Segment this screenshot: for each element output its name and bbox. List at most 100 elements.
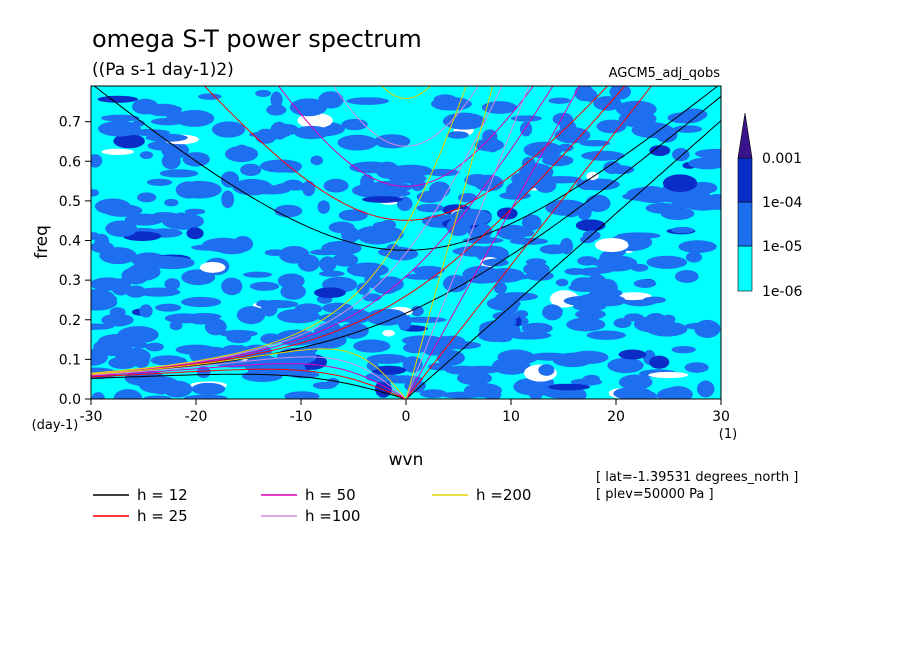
heatmap-cells	[91, 86, 721, 399]
heatmap-cell	[148, 255, 184, 269]
heatmap-cell	[609, 86, 632, 100]
heatmap-cell	[211, 121, 246, 138]
y-tick-label: 0.3	[59, 273, 81, 289]
heatmap-cell	[181, 269, 216, 286]
heatmap-cell	[582, 374, 600, 384]
colorbar-segment	[737, 245, 753, 292]
heatmap-cell	[403, 342, 428, 354]
heatmap-cell	[688, 157, 721, 170]
x-tick-label: -10	[290, 409, 313, 425]
heatmap-cell	[366, 353, 408, 365]
heatmap-cell	[416, 203, 445, 213]
heatmap-cell	[362, 293, 382, 302]
heatmap-cell	[274, 204, 303, 218]
heatmap-cell	[155, 303, 182, 312]
heatmap-cell	[673, 125, 703, 133]
heatmap-cell	[376, 276, 404, 293]
heatmap-cell	[586, 171, 599, 181]
heatmap-cell	[674, 270, 699, 283]
heatmap-cell	[318, 91, 344, 109]
heatmap-cell	[297, 112, 333, 129]
heatmap-cell	[255, 128, 277, 144]
heatmap-cell	[321, 240, 362, 256]
heatmap-cell	[373, 134, 411, 149]
heatmap-cell	[169, 320, 183, 331]
heatmap-cell	[184, 208, 206, 215]
heatmap-cell	[642, 296, 666, 304]
heatmap-cell	[191, 382, 226, 396]
heatmap-cell	[521, 156, 536, 170]
y-tick-label: 0.5	[59, 194, 81, 210]
x-axis: -30 -20 -10 0 10 20 30	[80, 399, 730, 425]
heatmap-cell	[101, 313, 134, 327]
heatmap-cell	[662, 174, 698, 193]
heatmap-cell	[221, 190, 235, 209]
heatmap-cell	[618, 374, 653, 390]
heatmap-cell	[694, 148, 721, 159]
x-axis-label: wvn	[389, 450, 424, 470]
heatmap-cell	[164, 198, 179, 207]
heatmap-cell	[91, 323, 114, 330]
x-tick-label: 10	[502, 409, 520, 425]
mrg-curve	[91, 86, 503, 374]
kelvin-curve	[405, 120, 721, 399]
heatmap-cell	[473, 371, 486, 385]
heatmap-cell	[183, 394, 228, 399]
heatmap-cell	[493, 282, 507, 294]
heatmap-cell	[622, 192, 666, 201]
heatmap-cell	[499, 191, 531, 200]
heatmap-cell	[97, 95, 139, 103]
heatmap-cell	[356, 226, 398, 245]
heatmap-cell	[278, 245, 310, 264]
heatmap-cell	[240, 163, 262, 176]
heatmap-cell	[600, 289, 623, 297]
heatmap-cell	[410, 305, 424, 317]
heatmap-cell	[337, 134, 378, 151]
heatmap-cell	[382, 329, 395, 337]
heatmap-cell	[518, 229, 535, 237]
heatmap-cell	[649, 355, 670, 369]
heatmap-cell	[346, 97, 390, 105]
heatmap-cell	[139, 304, 153, 318]
info-pressure-level: [ plev=50000 Pa ]	[596, 487, 714, 502]
heatmap-cell	[326, 377, 340, 387]
heatmap-cell	[436, 350, 465, 366]
heatmap-cell	[528, 387, 544, 399]
heatmap-cell	[496, 207, 518, 220]
heatmap-cell	[260, 333, 282, 345]
heatmap-cell	[581, 150, 625, 161]
legend-label: h = 50	[305, 486, 356, 504]
y-tick-label: 0.2	[59, 313, 81, 329]
heatmap-cell	[539, 244, 568, 255]
heatmap-cell	[525, 258, 547, 266]
rossby-curve	[91, 368, 407, 399]
heatmap-cell	[159, 169, 199, 178]
heatmap-cell	[393, 315, 413, 325]
mrg-curve	[91, 86, 554, 375]
inertia-gravity-curve	[278, 86, 535, 188]
heatmap-cell	[249, 281, 280, 291]
heatmap-cell	[647, 313, 665, 322]
legend-label: h =100	[305, 507, 360, 525]
heatmap-cell	[442, 112, 486, 130]
heatmap-cell	[646, 321, 688, 337]
heatmap-cell	[581, 294, 626, 306]
heatmap-cell	[594, 237, 629, 253]
heatmap-cell	[189, 345, 211, 364]
heatmap-cell	[136, 287, 181, 297]
heatmap-cell	[680, 108, 708, 121]
heatmap-cell	[266, 104, 287, 116]
heatmap-cell	[633, 279, 657, 288]
inertia-gravity-curve	[333, 86, 479, 147]
heatmap-cell	[256, 300, 299, 309]
heatmap-cell	[364, 270, 381, 289]
heatmap-cell	[427, 362, 452, 371]
heatmap-cell	[412, 265, 445, 276]
heatmap-cell	[495, 292, 539, 301]
heatmap-cell	[685, 201, 721, 211]
heatmap-cell	[198, 93, 222, 100]
heatmap-cell	[585, 194, 611, 213]
heatmap-cell	[538, 364, 555, 376]
heatmap-cell	[521, 214, 542, 231]
